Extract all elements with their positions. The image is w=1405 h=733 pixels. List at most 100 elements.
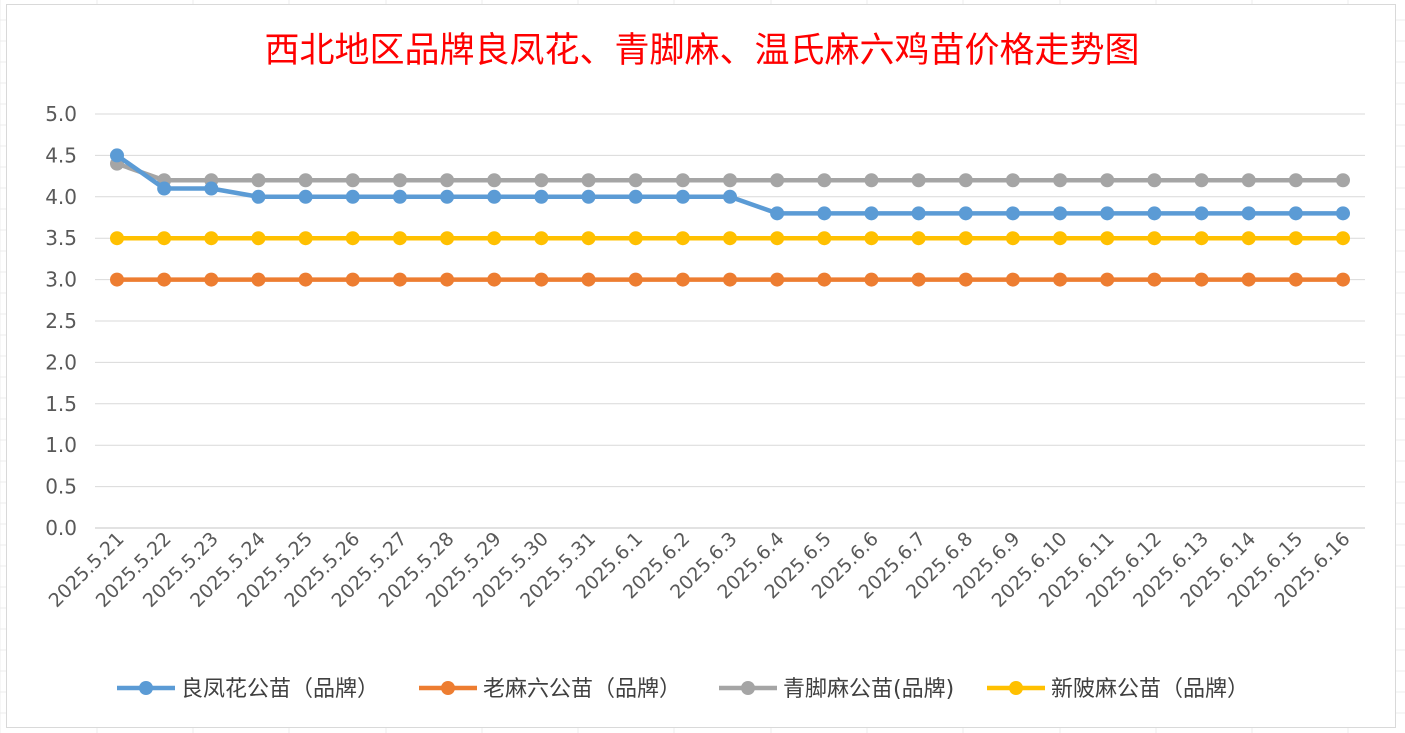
data-point — [864, 206, 879, 221]
legend-swatch-marker — [1009, 681, 1023, 695]
data-point — [628, 173, 643, 188]
legend-swatch-marker — [441, 681, 455, 695]
data-point — [675, 231, 690, 246]
data-point — [534, 231, 549, 246]
data-point — [251, 231, 266, 246]
legend-label: 新陂麻公苗（品牌） — [1051, 677, 1249, 702]
legend-item[interactable]: 青脚麻公苗(品牌) — [719, 677, 954, 702]
data-point — [1005, 206, 1020, 221]
data-point — [817, 231, 832, 246]
legend-swatch-marker — [139, 681, 153, 695]
data-point — [958, 231, 973, 246]
data-point — [298, 231, 313, 246]
series-lines — [110, 148, 1350, 287]
data-point — [1194, 206, 1209, 221]
data-point — [723, 272, 737, 287]
legend-label: 青脚麻公苗(品牌) — [783, 677, 954, 702]
data-point — [251, 189, 266, 204]
data-point — [204, 181, 219, 196]
data-point — [1194, 272, 1209, 287]
chart-title: 西北地区品牌良凤花、青脚麻、温氏麻六鸡苗价格走势图 — [264, 31, 1139, 71]
legend[interactable]: 良凤花公苗（品牌） 老麻六公苗（品牌） 青脚麻公苗(品牌) 新陂麻公苗（品牌） — [117, 677, 1249, 702]
data-point — [392, 189, 407, 204]
data-point — [911, 173, 926, 188]
data-point — [911, 272, 926, 287]
y-tick-label: 5.0 — [45, 102, 77, 126]
data-point — [770, 231, 785, 246]
data-point — [1100, 173, 1115, 188]
data-point — [675, 272, 690, 287]
data-point — [770, 206, 785, 221]
data-point — [345, 173, 360, 188]
data-point — [723, 189, 737, 204]
data-point — [864, 272, 879, 287]
data-point — [1288, 206, 1303, 221]
data-point — [1147, 206, 1162, 221]
data-point — [345, 189, 360, 204]
legend-item[interactable]: 新陂麻公苗（品牌） — [987, 677, 1249, 702]
data-point — [1336, 206, 1350, 221]
data-point — [440, 173, 455, 188]
legend-swatch-marker — [741, 681, 755, 695]
data-point — [723, 173, 737, 188]
data-point — [1288, 173, 1303, 188]
data-point — [534, 272, 549, 287]
legend-item[interactable]: 良凤花公苗（品牌） — [117, 677, 379, 702]
data-point — [770, 173, 785, 188]
data-point — [864, 173, 879, 188]
legend-item[interactable]: 老麻六公苗（品牌） — [419, 677, 681, 702]
data-point — [345, 231, 360, 246]
data-point — [628, 189, 643, 204]
chart-area[interactable]: 西北地区品牌良凤花、青脚麻、温氏麻六鸡苗价格走势图 0.0 0.5 1.0 1.5 2.… — [6, 4, 1396, 728]
data-point — [157, 272, 172, 287]
data-point — [723, 231, 737, 246]
data-point — [1147, 272, 1162, 287]
y-tick-label: 2.0 — [45, 350, 77, 374]
data-point — [1005, 173, 1020, 188]
data-point — [628, 231, 643, 246]
y-axis-ticks: 0.0 0.5 1.0 1.5 2.0 2.5 3.0 3.5 4.0 4.5 5.0 — [45, 102, 77, 540]
y-tick-label: 4.0 — [45, 185, 77, 209]
data-point — [1336, 231, 1350, 246]
data-point — [298, 189, 313, 204]
data-point — [581, 231, 596, 246]
data-point — [1053, 231, 1068, 246]
data-point — [911, 206, 926, 221]
y-tick-label: 2.5 — [45, 309, 77, 333]
data-point — [110, 272, 124, 287]
y-tick-label: 3.5 — [45, 226, 77, 250]
data-point — [487, 231, 502, 246]
data-point — [1005, 272, 1020, 287]
data-point — [534, 173, 549, 188]
data-point — [1005, 231, 1020, 246]
data-point — [1336, 272, 1350, 287]
data-point — [251, 272, 266, 287]
data-point — [581, 272, 596, 287]
data-point — [298, 173, 313, 188]
data-point — [1288, 272, 1303, 287]
data-point — [392, 272, 407, 287]
y-tick-label: 0.5 — [45, 475, 77, 499]
line-chart: 西北地区品牌良凤花、青脚麻、温氏麻六鸡苗价格走势图 0.0 0.5 1.0 1.5 2.… — [45, 31, 1365, 702]
data-point — [1147, 173, 1162, 188]
data-point — [1053, 272, 1068, 287]
data-point — [298, 272, 313, 287]
data-point — [345, 272, 360, 287]
data-point — [581, 173, 596, 188]
data-point — [1053, 206, 1068, 221]
data-point — [392, 173, 407, 188]
data-point — [110, 148, 124, 163]
data-point — [1194, 173, 1209, 188]
data-point — [1100, 231, 1115, 246]
data-point — [958, 206, 973, 221]
data-point — [1100, 206, 1115, 221]
y-tick-label: 3.0 — [45, 268, 77, 292]
data-point — [675, 173, 690, 188]
y-tick-label: 0.0 — [45, 516, 77, 540]
gridlines — [95, 113, 1365, 488]
data-point — [958, 272, 973, 287]
data-point — [1241, 272, 1256, 287]
data-point — [440, 231, 455, 246]
data-point — [1194, 231, 1209, 246]
data-point — [204, 231, 219, 246]
